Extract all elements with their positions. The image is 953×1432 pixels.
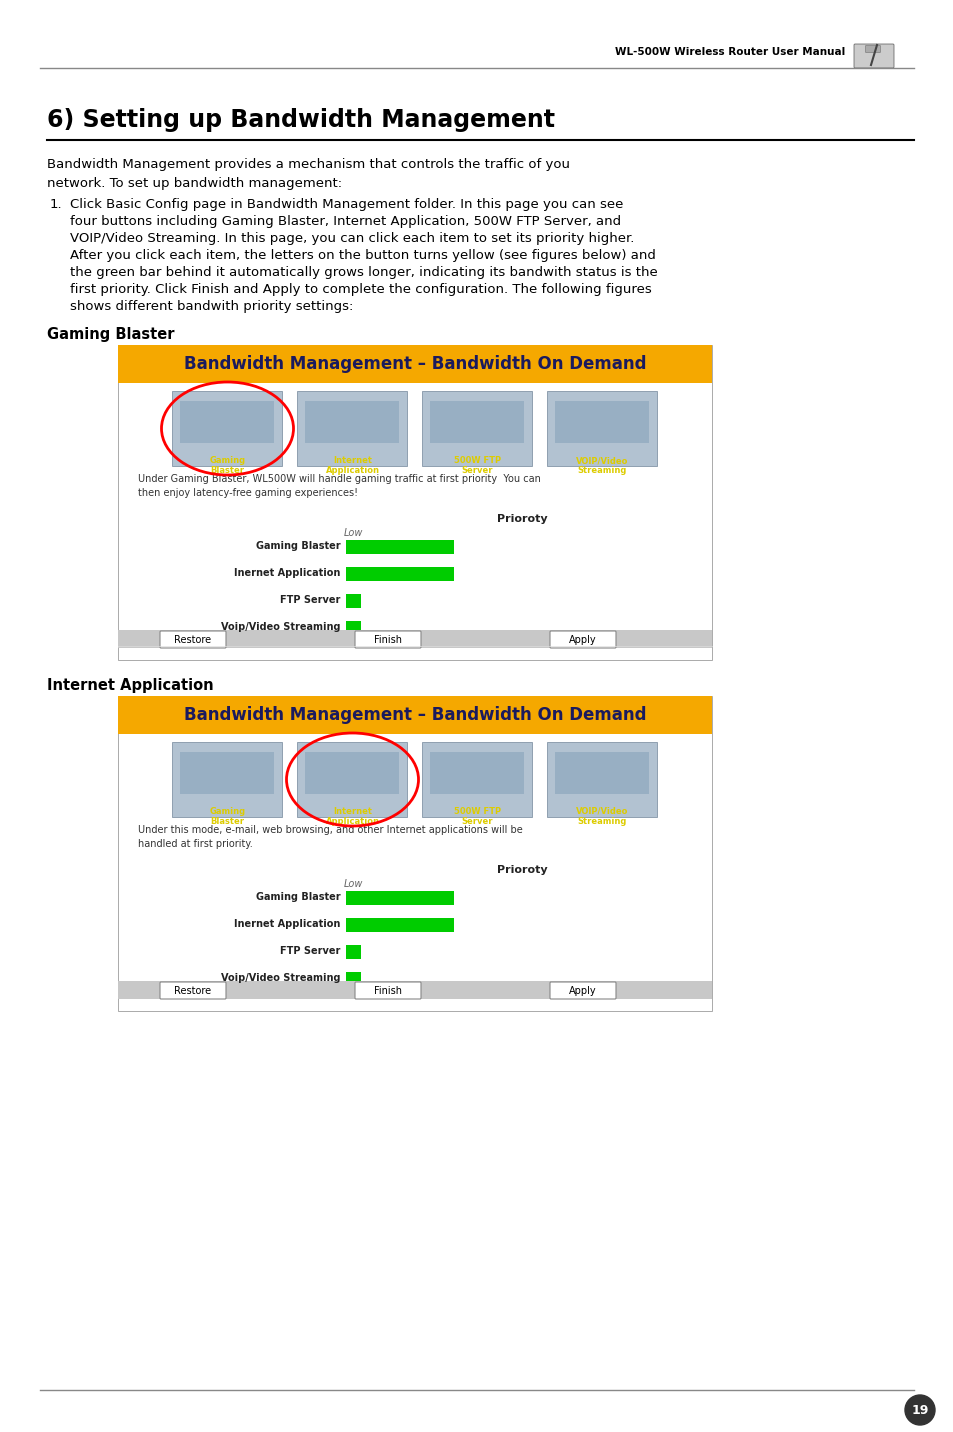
Bar [297,742,407,818]
Text: Low: Low [343,879,363,889]
Bar [547,391,657,465]
Bar [422,391,532,465]
Text: Apply: Apply [569,634,597,644]
Text: Prioroty: Prioroty [497,514,547,524]
Text: 500W FTP
Server: 500W FTP Server [454,808,500,826]
Bar [345,621,361,634]
Text: Voip/Video Streaming: Voip/Video Streaming [221,972,340,982]
Text: 19: 19 [910,1403,927,1416]
Text: FTP Server: FTP Server [280,596,340,604]
Text: Click Basic Config page in Bandwidth Management folder. In this page you can see: Click Basic Config page in Bandwidth Man… [70,198,622,211]
Text: Bandwidth Management provides a mechanism that controls the traffic of you
netwo: Bandwidth Management provides a mechanis… [47,158,569,190]
Bar [345,945,361,959]
Bar [345,891,454,905]
Text: Voip/Video Streaming: Voip/Video Streaming [221,621,340,632]
Bar [118,345,711,660]
Text: Internet Application: Internet Application [47,677,213,693]
Bar [555,401,649,442]
Text: Internet
Application: Internet Application [325,808,379,826]
Text: VOIP/Video
Streaming: VOIP/Video Streaming [576,808,628,826]
Text: Apply: Apply [569,987,597,997]
Text: Under this mode, e-mail, web browsing, and other Internet applications will be
h: Under this mode, e-mail, web browsing, a… [138,825,522,849]
Bar [547,742,657,818]
Bar [118,696,711,1011]
Bar [345,567,454,581]
Text: Restore: Restore [174,987,212,997]
Text: Gaming Blaster: Gaming Blaster [255,892,340,902]
Text: shows different bandwith priority settings:: shows different bandwith priority settin… [70,299,353,314]
Text: Low: Low [343,528,363,538]
Text: Restore: Restore [174,634,212,644]
Text: 500W FTP
Server: 500W FTP Server [454,455,500,475]
Text: Inernet Application: Inernet Application [234,569,340,579]
Text: VOIP/Video Streaming. In this page, you can click each item to set its priority : VOIP/Video Streaming. In this page, you … [70,232,634,245]
Text: Gaming
Blaster: Gaming Blaster [210,808,245,826]
Bar [297,391,407,465]
Text: 6) Setting up Bandwidth Management: 6) Setting up Bandwidth Management [47,107,555,132]
FancyBboxPatch shape [550,982,616,1000]
Bar [430,752,524,793]
Bar [555,752,649,793]
Bar [118,630,711,649]
Text: Internet
Application: Internet Application [325,455,379,475]
Text: four buttons including Gaming Blaster, Internet Application, 500W FTP Server, an: four buttons including Gaming Blaster, I… [70,215,620,228]
FancyBboxPatch shape [355,632,420,649]
FancyBboxPatch shape [160,632,226,649]
Text: WL-500W Wireless Router User Manual: WL-500W Wireless Router User Manual [614,47,844,57]
Text: Gaming
Blaster: Gaming Blaster [210,455,245,475]
Bar [345,972,361,987]
Bar [118,345,711,382]
Text: Bandwidth Management – Bandwidth On Demand: Bandwidth Management – Bandwidth On Dema… [184,355,645,372]
Text: the green bar behind it automatically grows longer, indicating its bandwith stat: the green bar behind it automatically gr… [70,266,657,279]
Text: After you click each item, the letters on the button turns yellow (see figures b: After you click each item, the letters o… [70,249,656,262]
Text: FTP Server: FTP Server [280,947,340,957]
Text: Gaming Blaster: Gaming Blaster [255,541,340,551]
Text: Bandwidth Management – Bandwidth On Demand: Bandwidth Management – Bandwidth On Dema… [184,706,645,725]
FancyBboxPatch shape [550,632,616,649]
Bar [172,742,282,818]
Bar [345,540,454,554]
Text: 1.: 1. [50,198,63,211]
Bar [180,752,274,793]
Bar [345,918,454,932]
Bar [180,401,274,442]
Bar [305,401,399,442]
Text: Finish: Finish [374,987,401,997]
FancyBboxPatch shape [355,982,420,1000]
FancyBboxPatch shape [853,44,893,67]
Circle shape [904,1395,934,1425]
Text: Inernet Application: Inernet Application [234,919,340,929]
Text: Under Gaming Blaster, WL500W will handle gaming traffic at first priority  You c: Under Gaming Blaster, WL500W will handle… [138,474,540,498]
Bar [345,594,361,609]
Bar [422,742,532,818]
FancyBboxPatch shape [864,46,880,53]
Bar [430,401,524,442]
Bar [305,752,399,793]
FancyBboxPatch shape [160,982,226,1000]
Text: VOIP/Video
Streaming: VOIP/Video Streaming [576,455,628,475]
Bar [172,391,282,465]
Text: Gaming Blaster: Gaming Blaster [47,326,174,342]
Bar [118,981,711,1000]
Bar [118,696,711,735]
Text: Prioroty: Prioroty [497,865,547,875]
Text: first priority. Click Finish and Apply to complete the configuration. The follow: first priority. Click Finish and Apply t… [70,284,651,296]
Text: Finish: Finish [374,634,401,644]
